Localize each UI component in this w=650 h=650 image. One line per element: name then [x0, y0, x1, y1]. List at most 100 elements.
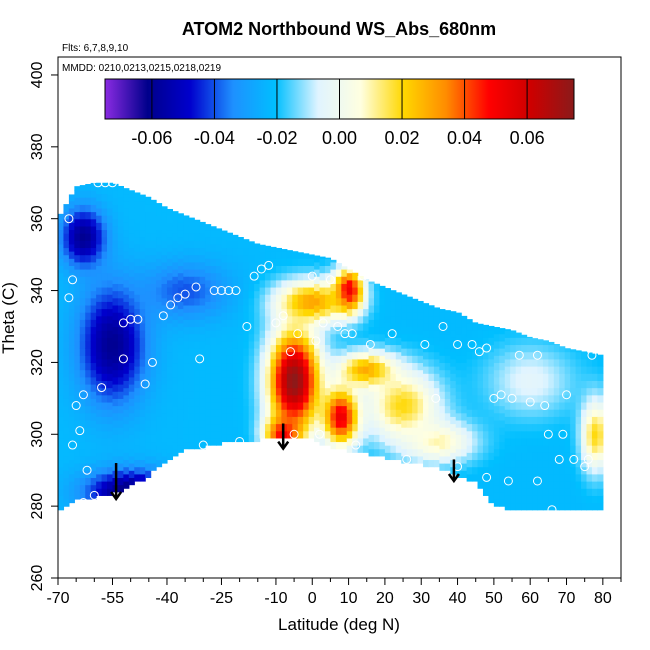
field-cell — [521, 387, 528, 396]
field-cell — [237, 434, 244, 443]
sample-point — [474, 347, 484, 357]
field-cell — [363, 430, 370, 439]
field-cell — [63, 297, 70, 306]
field-cell — [482, 437, 490, 446]
field-cell — [166, 272, 174, 281]
field-cell — [444, 412, 451, 421]
field-cell — [482, 423, 490, 432]
field-cell — [177, 351, 184, 360]
field-cell — [79, 427, 86, 435]
field-cell — [488, 351, 495, 360]
field-cell — [63, 254, 70, 263]
field-cell — [275, 401, 282, 410]
field-cell — [379, 434, 386, 443]
field-cell — [417, 355, 424, 364]
field-cell — [58, 380, 65, 389]
field-cell — [357, 358, 364, 367]
field-cell — [542, 495, 549, 504]
field-cell — [128, 333, 135, 342]
field-cell — [139, 308, 146, 317]
field-cell — [145, 383, 152, 392]
field-cell — [74, 254, 81, 263]
field-cell — [96, 480, 103, 489]
field-cell — [542, 416, 549, 425]
field-cell — [515, 401, 522, 410]
field-cell — [101, 301, 108, 310]
field-cell — [199, 290, 206, 299]
field-cell — [205, 251, 212, 259]
field-cell — [412, 448, 419, 457]
field-cell — [226, 240, 233, 249]
field-cell — [521, 401, 528, 410]
field-cell — [444, 369, 451, 378]
field-cell — [570, 380, 577, 389]
field-cell — [374, 441, 381, 450]
field-cell — [145, 211, 152, 220]
field-cell — [107, 366, 114, 374]
field-cell — [117, 463, 124, 471]
field-cell — [423, 303, 430, 310]
field-cell — [117, 189, 124, 198]
field-cell — [368, 398, 375, 407]
field-cell — [232, 276, 239, 284]
x-tick-label: 30 — [412, 590, 430, 607]
field-cell — [559, 495, 566, 504]
field-cell — [412, 326, 419, 335]
field-cell — [570, 445, 577, 453]
field-cell — [510, 416, 517, 425]
field-cell — [292, 272, 299, 281]
field-cell — [455, 369, 462, 378]
sample-point — [271, 318, 281, 328]
field-cell — [477, 323, 484, 331]
field-cell — [330, 376, 337, 385]
field-cell — [586, 466, 593, 475]
field-cell — [85, 441, 92, 450]
field-cell — [101, 394, 108, 403]
field-cell — [248, 304, 255, 313]
field-cell — [101, 182, 108, 187]
field-cell — [346, 315, 353, 324]
field-cell — [259, 430, 266, 439]
field-cell — [586, 394, 593, 403]
field-cell — [324, 315, 332, 324]
field-cell — [352, 286, 359, 295]
field-cell — [156, 294, 163, 302]
field-cell — [314, 391, 321, 399]
field-cell — [368, 304, 375, 313]
field-cell — [450, 445, 457, 453]
field-cell — [101, 258, 108, 266]
field-cell — [297, 315, 304, 324]
field-cell — [226, 304, 233, 313]
field-cell — [319, 373, 326, 381]
field-cell — [150, 419, 157, 428]
field-cell — [68, 394, 75, 403]
field-cell — [384, 294, 391, 302]
field-cell — [112, 247, 119, 256]
field-cell — [270, 322, 277, 331]
field-cell — [564, 366, 571, 374]
field-cell — [166, 265, 174, 274]
sample-point — [482, 472, 492, 482]
field-cell — [537, 495, 544, 504]
field-cell — [335, 312, 342, 320]
field-cell — [384, 423, 391, 432]
field-cell — [123, 394, 130, 403]
field-cell — [63, 240, 70, 249]
field-cell — [74, 276, 81, 284]
field-cell — [117, 247, 124, 256]
field-cell — [363, 322, 370, 331]
field-cell — [254, 326, 261, 335]
field-cell — [575, 452, 582, 461]
field-cell — [265, 366, 272, 374]
field-cell — [248, 254, 255, 263]
field-cell — [488, 366, 495, 374]
field-cell — [166, 430, 174, 439]
field-cell — [199, 427, 206, 435]
field-cell — [58, 358, 65, 367]
field-cell — [542, 394, 549, 403]
field-cell — [90, 355, 97, 364]
field-cell — [74, 297, 81, 306]
field-cell — [341, 419, 348, 428]
field-cell — [450, 430, 457, 439]
field-cell — [548, 358, 555, 367]
